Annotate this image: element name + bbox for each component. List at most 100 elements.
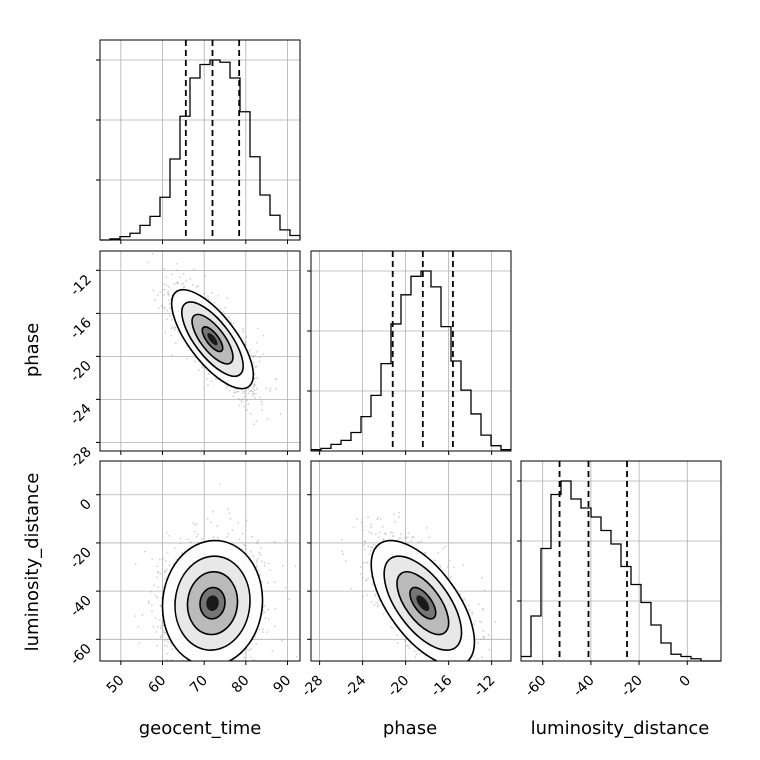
sample-point: [364, 540, 366, 543]
sample-point: [377, 516, 379, 519]
sample-point: [213, 667, 215, 669]
sample-point: [240, 400, 243, 403]
sample-point: [155, 595, 158, 597]
sample-point: [374, 593, 377, 596]
sample-point: [208, 663, 210, 665]
sample-point: [359, 573, 362, 576]
sample-point: [172, 327, 175, 329]
sample-point: [160, 634, 163, 637]
sample-point: [260, 400, 263, 403]
sample-point: [228, 512, 231, 515]
sample-point: [426, 672, 428, 674]
sample-point: [453, 677, 455, 679]
sample-point: [225, 387, 228, 389]
sample-point: [412, 536, 415, 539]
sample-point: [237, 397, 240, 400]
sample-point: [241, 397, 244, 400]
sample-point: [264, 617, 267, 619]
sample-point: [163, 632, 166, 635]
sample-point: [187, 538, 189, 541]
sample-point: [344, 560, 347, 562]
sample-point: [167, 294, 170, 297]
sample-point: [413, 650, 416, 653]
scatter-panel-phase-vs-geocent-time: -28 -24 -20 -16 -12: [67, 250, 301, 471]
density-contour: [199, 586, 226, 620]
sample-point: [216, 680, 218, 682]
sample-point: [415, 653, 418, 656]
sample-point: [159, 636, 162, 639]
sample-point: [232, 671, 234, 673]
sample-point: [384, 533, 387, 536]
sample-point: [367, 545, 370, 548]
y-tick-label: -16: [67, 315, 95, 343]
sample-point: [488, 698, 490, 700]
sample-point: [161, 289, 164, 291]
sample-point: [420, 540, 423, 543]
sample-point: [178, 276, 181, 278]
sample-point: [369, 549, 372, 552]
sample-point: [191, 284, 194, 286]
sample-point: [138, 642, 141, 645]
sample-point: [150, 590, 153, 593]
sample-point: [166, 658, 168, 661]
sample-point: [406, 644, 408, 647]
sample-point: [363, 540, 366, 542]
sample-point: [449, 577, 451, 580]
sample-point: [482, 636, 484, 638]
sample-point: [464, 666, 466, 668]
sample-point: [159, 605, 162, 608]
sample-point: [156, 571, 159, 574]
sample-point: [231, 529, 234, 532]
sample-point: [232, 322, 235, 325]
sample-point: [219, 308, 222, 310]
sample-point: [258, 628, 261, 631]
sample-point: [377, 536, 380, 539]
sample-point: [375, 533, 377, 535]
sample-point: [244, 390, 247, 392]
sample-point: [398, 515, 400, 518]
sample-point: [250, 390, 253, 393]
x-tick-label: -20: [385, 673, 412, 700]
sample-point: [253, 383, 256, 386]
sample-point: [174, 328, 176, 331]
sample-point: [273, 625, 276, 628]
sample-point: [156, 644, 159, 647]
sample-point: [178, 662, 180, 664]
density-contour: [191, 313, 234, 365]
sample-point: [162, 629, 165, 632]
density-contour: [174, 555, 251, 651]
y-tick-label: -20: [67, 358, 94, 385]
sample-point: [404, 639, 407, 642]
sample-point: [153, 584, 156, 587]
sample-point: [194, 530, 196, 533]
sample-point: [372, 543, 375, 546]
sample-point: [393, 513, 395, 516]
sample-point: [437, 551, 439, 554]
sample-point: [246, 668, 248, 670]
sample-point: [406, 536, 409, 539]
sample-point: [158, 558, 161, 561]
sample-point: [263, 561, 266, 564]
x-tick-label: 80: [229, 673, 253, 697]
sample-point: [408, 647, 411, 649]
sample-point: [237, 390, 240, 393]
sample-point: [480, 576, 483, 579]
sample-point: [196, 285, 198, 288]
density-layer: [134, 483, 298, 682]
sample-point: [479, 638, 482, 641]
sample-point: [409, 643, 412, 646]
sample-point: [362, 544, 365, 547]
panel-frame: [99, 39, 301, 241]
sample-point: [182, 273, 185, 276]
sample-point: [255, 420, 258, 423]
sample-point: [254, 354, 257, 357]
sample-point: [189, 541, 192, 543]
sample-point: [163, 294, 165, 296]
sample-point: [165, 531, 168, 534]
sample-point: [253, 389, 256, 392]
sample-point: [375, 601, 378, 604]
sample-point: [257, 539, 260, 542]
sample-point: [428, 536, 431, 539]
sample-point: [341, 550, 344, 553]
density-contour: [201, 326, 224, 353]
